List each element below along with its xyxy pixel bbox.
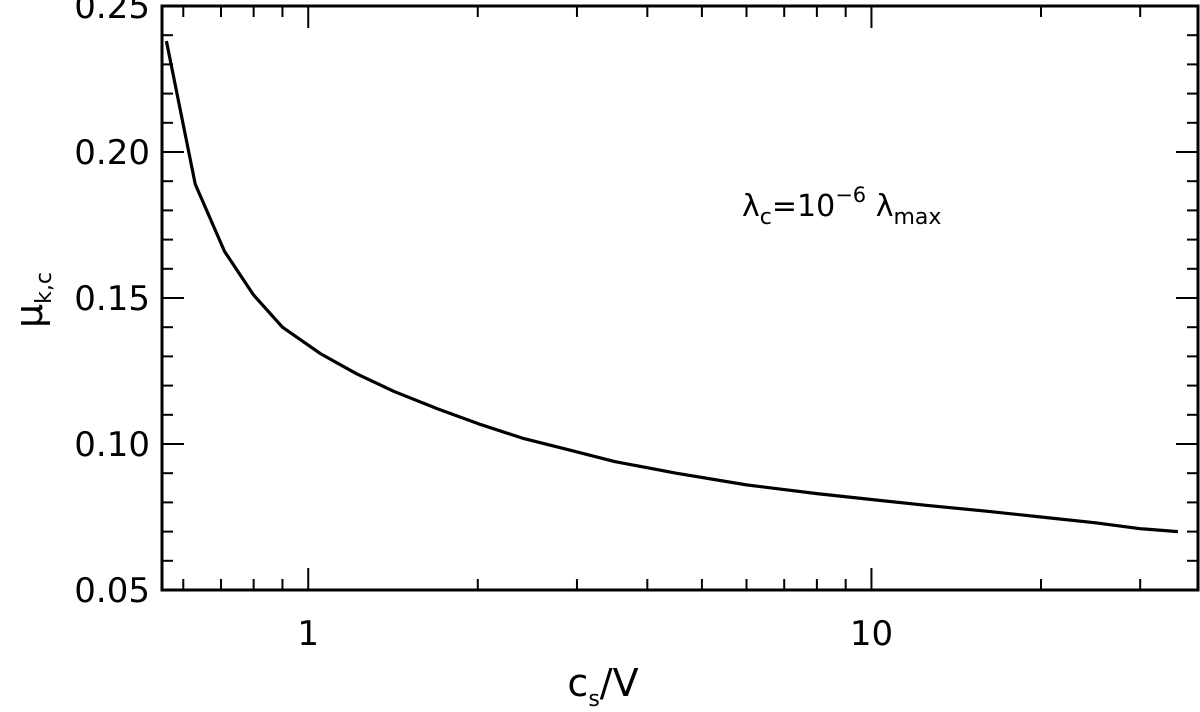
axis-ticks [162, 5, 1198, 591]
annotation-lambda-c: λc=10−6 λmax [742, 183, 941, 230]
y-tick-label: 0.15 [74, 279, 150, 319]
plot-frame [160, 4, 1200, 592]
y-axis-label: μk,c [7, 272, 57, 328]
x-tick-label: 1 [297, 614, 319, 654]
y-tick-label: 0.20 [74, 133, 150, 173]
series-line [164, 40, 1179, 534]
y-tick-label: 0.25 [74, 0, 150, 27]
tick-labels: 0.05 0.10 0.15 0.20 0.25 1 10 [74, 0, 893, 654]
x-tick-label: 10 [850, 614, 893, 654]
y-tick-label: 0.05 [74, 571, 150, 611]
x-axis-label: cs/V [567, 661, 638, 712]
y-tick-label: 0.10 [74, 425, 150, 465]
